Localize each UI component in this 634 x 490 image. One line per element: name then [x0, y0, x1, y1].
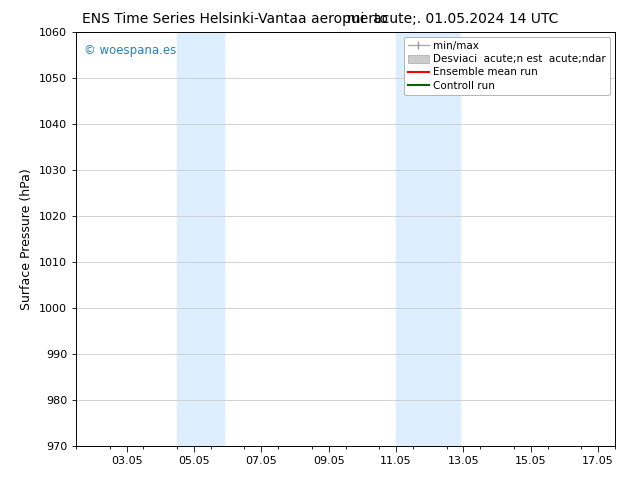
Legend: min/max, Desviaci  acute;n est  acute;ndar, Ensemble mean run, Controll run: min/max, Desviaci acute;n est acute;ndar… [404, 37, 610, 95]
Text: © woespana.es: © woespana.es [84, 44, 176, 57]
Bar [396, 32, 460, 446]
Y-axis label: Surface Pressure (hPa): Surface Pressure (hPa) [20, 168, 34, 310]
Text: mi  acute;. 01.05.2024 14 UTC: mi acute;. 01.05.2024 14 UTC [347, 12, 558, 26]
Text: ENS Time Series Helsinki-Vantaa aeropuerto: ENS Time Series Helsinki-Vantaa aeropuer… [82, 12, 389, 26]
Bar [177, 32, 224, 446]
